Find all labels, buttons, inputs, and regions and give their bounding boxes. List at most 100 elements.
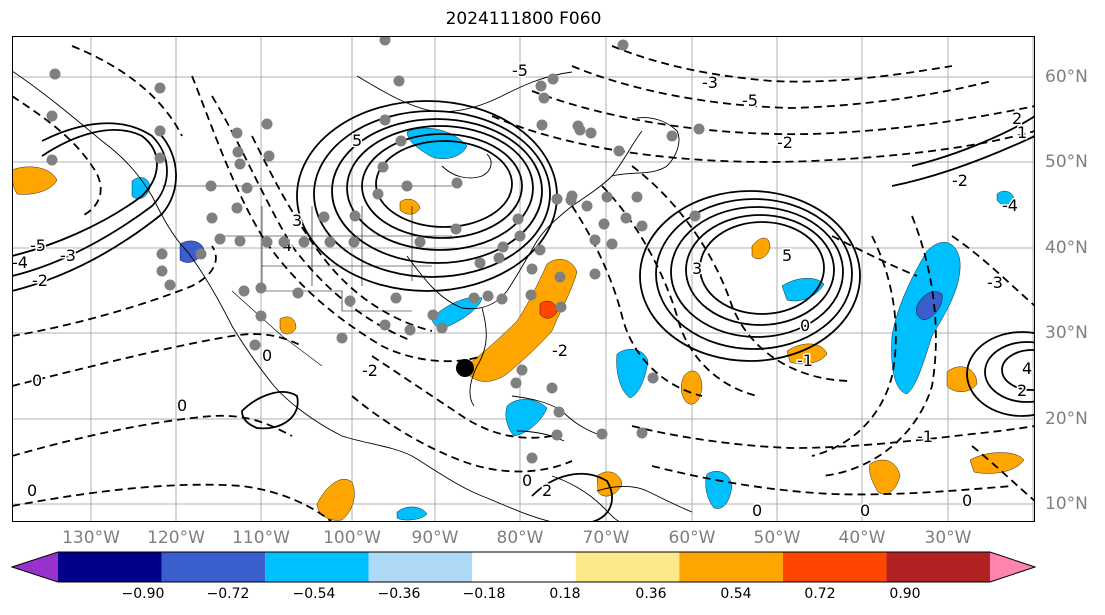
station-marker xyxy=(546,382,558,394)
station-marker xyxy=(581,200,593,212)
colorbar-bins xyxy=(10,551,1037,583)
station-marker xyxy=(249,339,261,351)
map-panel: 5 -5 -5 -2 -3 3 5 1 2 -2 -4 4 2 -3 -1 0 … xyxy=(12,36,1035,522)
station-marker xyxy=(154,82,166,94)
contour-label: 0 xyxy=(522,471,532,490)
blue-patch-newfoundland xyxy=(996,190,1015,205)
contour-label: -5 xyxy=(742,91,758,110)
station-marker xyxy=(451,177,463,189)
station-marker xyxy=(436,322,448,334)
station-marker xyxy=(263,150,275,162)
contour-label: -5 xyxy=(512,61,528,80)
station-marker xyxy=(526,452,538,464)
lon-label-70w: 70°W xyxy=(582,528,630,548)
orange-patch-mexico xyxy=(279,316,297,335)
orange-patch-pacific xyxy=(12,166,58,195)
lat-label-50n: 50°N xyxy=(1045,152,1088,172)
station-marker xyxy=(566,190,578,202)
blue-patch-caribbean xyxy=(616,349,649,399)
station-marker xyxy=(154,152,166,164)
station-marker xyxy=(46,154,58,166)
colorbar-tick: 0.72 xyxy=(804,586,836,602)
station-marker xyxy=(601,191,613,203)
lon-label-100w: 100°W xyxy=(323,528,381,548)
station-marker xyxy=(589,268,601,280)
station-marker xyxy=(553,406,565,418)
station-marker xyxy=(377,161,389,173)
station-marker xyxy=(241,182,253,194)
blue-patch-tropics xyxy=(705,471,733,509)
orange-patch-tropical-atlantic xyxy=(681,370,703,405)
station-marker xyxy=(255,310,267,322)
blue-patch-midatlantic xyxy=(781,278,825,302)
contour-label: 2 xyxy=(542,481,552,500)
contour-label: 5 xyxy=(782,246,792,265)
contour-label: -1 xyxy=(917,427,933,446)
station-markers xyxy=(46,36,705,464)
station-marker xyxy=(551,193,563,205)
station-marker xyxy=(474,257,486,269)
colorbar-outline xyxy=(10,551,1037,583)
station-marker xyxy=(298,236,310,248)
graticule xyxy=(12,36,1035,522)
contour-label: 0 xyxy=(800,316,810,335)
station-marker xyxy=(336,332,348,344)
blue-patch-central-america xyxy=(396,506,428,521)
station-marker xyxy=(324,236,336,248)
station-marker xyxy=(536,119,548,131)
lat-label-10n: 10°N xyxy=(1045,494,1088,514)
station-marker xyxy=(647,372,659,384)
colorbar-tick: −0.72 xyxy=(206,586,250,602)
station-marker xyxy=(390,292,402,304)
map-canvas: 5 -5 -5 -2 -3 3 5 1 2 -2 -4 4 2 -3 -1 0 … xyxy=(12,36,1035,522)
contour-label: -3 xyxy=(60,246,76,265)
station-marker xyxy=(164,279,176,291)
colorbar-bin xyxy=(782,552,887,582)
contour-label: 5 xyxy=(352,131,362,150)
station-marker xyxy=(46,110,58,122)
station-marker xyxy=(154,125,166,137)
station-marker xyxy=(205,180,217,192)
station-marker xyxy=(613,145,625,157)
station-marker xyxy=(401,180,413,192)
lon-label-40w: 40°W xyxy=(838,528,886,548)
station-marker xyxy=(689,210,701,222)
purple-core-east-atlantic xyxy=(916,291,943,321)
contour-label: 0 xyxy=(32,371,42,390)
colorbar-tick: −0.36 xyxy=(377,586,421,602)
lon-label-90w: 90°W xyxy=(411,528,459,548)
lat-label-20n: 20°N xyxy=(1045,409,1088,429)
lon-label-80w: 80°W xyxy=(496,528,544,548)
contour-label: -2 xyxy=(552,341,568,360)
orange-patch-mid-atlantic xyxy=(786,343,828,365)
contour-label: -2 xyxy=(362,361,378,380)
colorbar-tick: −0.18 xyxy=(462,586,506,602)
contour-label: 3 xyxy=(292,211,302,230)
station-marker xyxy=(510,377,522,389)
contour-label-group: 5 -5 -5 -2 -3 3 5 1 2 -2 -4 4 2 -3 -1 0 … xyxy=(12,60,1034,522)
lon-label-60w: 60°W xyxy=(668,528,716,548)
station-marker xyxy=(574,124,586,136)
station-marker xyxy=(450,223,462,235)
colorbar-bin xyxy=(886,552,990,582)
map-title: 2024111800 F060 xyxy=(445,9,602,29)
station-marker xyxy=(617,39,629,51)
blue-patch-cuba xyxy=(505,399,548,437)
station-marker xyxy=(512,213,524,225)
blue-patch-se-us xyxy=(431,297,483,329)
station-marker xyxy=(261,236,273,248)
contour-label: 0 xyxy=(177,396,187,415)
colorbar-tick: 0.90 xyxy=(889,586,921,602)
contour-label: 3 xyxy=(692,259,702,278)
colorbar-bin xyxy=(265,552,369,582)
station-marker xyxy=(551,429,563,441)
station-marker xyxy=(497,241,509,253)
station-marker xyxy=(468,292,480,304)
station-marker xyxy=(636,220,648,232)
coastlines xyxy=(12,70,693,522)
station-marker xyxy=(379,319,391,331)
contour-label: 0 xyxy=(860,501,870,520)
colorbar-bin xyxy=(990,552,1035,582)
station-marker xyxy=(372,188,384,200)
station-marker xyxy=(493,252,505,264)
